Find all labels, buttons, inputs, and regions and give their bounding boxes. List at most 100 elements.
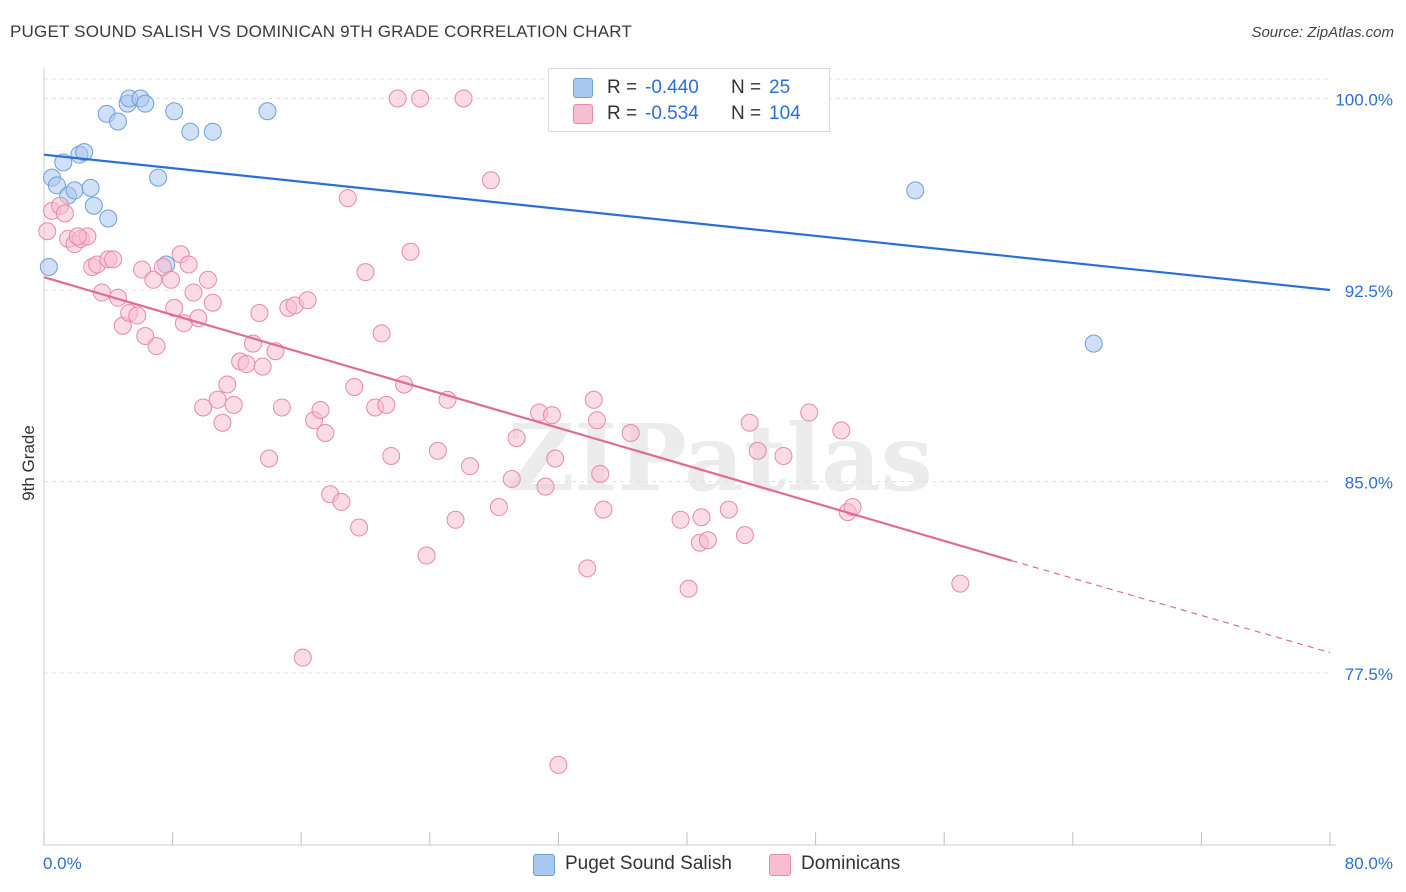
- point-dominicans: [144, 270, 163, 289]
- point-puget-sound-salish: [165, 102, 184, 121]
- point-dominicans: [179, 255, 198, 274]
- point-puget-sound-salish: [149, 168, 168, 187]
- point-puget-sound-salish: [47, 176, 66, 195]
- legend-row-dominicans: R = -0.534 N = 104: [549, 101, 829, 127]
- point-dominicans: [454, 89, 473, 108]
- point-puget-sound-salish: [906, 181, 925, 200]
- point-dominicans: [411, 89, 430, 108]
- point-dominicans: [293, 648, 312, 667]
- point-dominicans: [591, 464, 610, 483]
- point-dominicans: [401, 242, 420, 261]
- point-dominicans: [338, 189, 357, 208]
- point-dominicans: [68, 227, 87, 246]
- point-dominicans: [250, 303, 269, 322]
- point-dominicans: [428, 441, 447, 460]
- point-dominicans: [316, 423, 335, 442]
- point-dominicans: [128, 306, 147, 325]
- point-dominicans: [594, 500, 613, 519]
- point-dominicans: [203, 293, 222, 312]
- point-dominicans: [332, 492, 351, 511]
- point-dominicans: [147, 337, 166, 356]
- point-dominicans: [108, 288, 127, 307]
- point-dominicans: [587, 411, 606, 430]
- point-dominicans: [224, 395, 243, 414]
- point-dominicans: [748, 441, 767, 460]
- legend-row-puget: R = -0.440 N = 25: [549, 75, 829, 101]
- point-dominicans: [161, 270, 180, 289]
- point-dominicans: [382, 446, 401, 465]
- point-puget-sound-salish: [181, 122, 200, 141]
- point-dominicans: [507, 429, 526, 448]
- point-dominicans: [184, 283, 203, 302]
- point-dominicans: [372, 324, 391, 343]
- point-dominicans: [843, 498, 862, 517]
- legend-n-value: 25: [769, 77, 791, 98]
- point-dominicans: [253, 357, 272, 376]
- point-dominicans: [578, 559, 597, 578]
- y-tick-label: 92.5%: [1345, 282, 1393, 301]
- point-puget-sound-salish: [108, 112, 127, 131]
- source-label: Source: ZipAtlas.com: [1251, 24, 1394, 41]
- trend-line-dominicans-extension: [1011, 560, 1331, 654]
- point-dominicans: [153, 258, 172, 277]
- point-dominicans: [198, 270, 217, 289]
- legend-swatch-dominicans: [769, 854, 791, 876]
- point-dominicans: [311, 401, 330, 420]
- point-dominicans: [549, 755, 568, 774]
- point-dominicans: [218, 375, 237, 394]
- point-dominicans: [417, 546, 436, 565]
- point-dominicans: [133, 260, 152, 279]
- point-dominicans: [136, 326, 155, 345]
- point-dominicans: [542, 406, 561, 425]
- point-puget-sound-salish: [65, 181, 84, 200]
- point-dominicans: [55, 204, 74, 223]
- legend-r-value: -0.440: [645, 77, 699, 98]
- point-dominicans: [189, 309, 208, 328]
- x-tick-label: 80.0%: [1345, 854, 1393, 873]
- point-puget-sound-salish: [258, 102, 277, 121]
- stats-legend: R = -0.440 N = 25 R = -0.534 N = 104: [548, 68, 830, 132]
- point-dominicans: [502, 469, 521, 488]
- point-dominicans: [489, 498, 508, 517]
- point-dominicans: [208, 390, 227, 409]
- point-dominicans: [377, 395, 396, 414]
- point-dominicans: [460, 457, 479, 476]
- legend-label: Puget Sound Salish: [565, 853, 732, 874]
- y-tick-label: 85.0%: [1345, 474, 1393, 493]
- point-dominicans: [671, 510, 690, 529]
- point-puget-sound-salish: [1084, 334, 1103, 353]
- point-dominicans: [213, 413, 232, 432]
- legend-swatch-puget: [573, 78, 593, 98]
- legend-swatch-puget: [533, 854, 555, 876]
- point-dominicans: [621, 423, 640, 442]
- legend-label: Dominicans: [801, 853, 901, 874]
- point-dominicans: [692, 508, 711, 527]
- trend-line-dominicans: [43, 276, 1013, 562]
- point-dominicans: [260, 449, 279, 468]
- y-axis-label: 9th Grade: [19, 425, 38, 501]
- point-puget-sound-salish: [84, 196, 103, 215]
- legend-n-label: N =: [731, 103, 762, 124]
- point-dominicans: [104, 250, 123, 269]
- point-dominicans: [546, 449, 565, 468]
- point-dominicans: [536, 477, 555, 496]
- point-dominicans: [345, 378, 364, 397]
- point-dominicans: [832, 421, 851, 440]
- point-puget-sound-salish: [136, 94, 155, 113]
- point-dominicans: [951, 574, 970, 593]
- point-dominicans: [774, 446, 793, 465]
- point-dominicans: [38, 222, 57, 241]
- point-dominicans: [800, 403, 819, 422]
- y-tick-label: 77.5%: [1345, 665, 1393, 684]
- point-dominicans: [481, 171, 500, 190]
- legend-r-label: R =: [607, 103, 638, 124]
- point-dominicans: [698, 531, 717, 550]
- point-dominicans: [679, 579, 698, 598]
- chart-title: PUGET SOUND SALISH VS DOMINICAN 9TH GRAD…: [10, 22, 633, 41]
- x-tick-label: 0.0%: [43, 854, 82, 873]
- point-puget-sound-salish: [203, 122, 222, 141]
- point-puget-sound-salish: [75, 143, 94, 162]
- point-dominicans: [356, 263, 375, 282]
- point-dominicans: [350, 518, 369, 537]
